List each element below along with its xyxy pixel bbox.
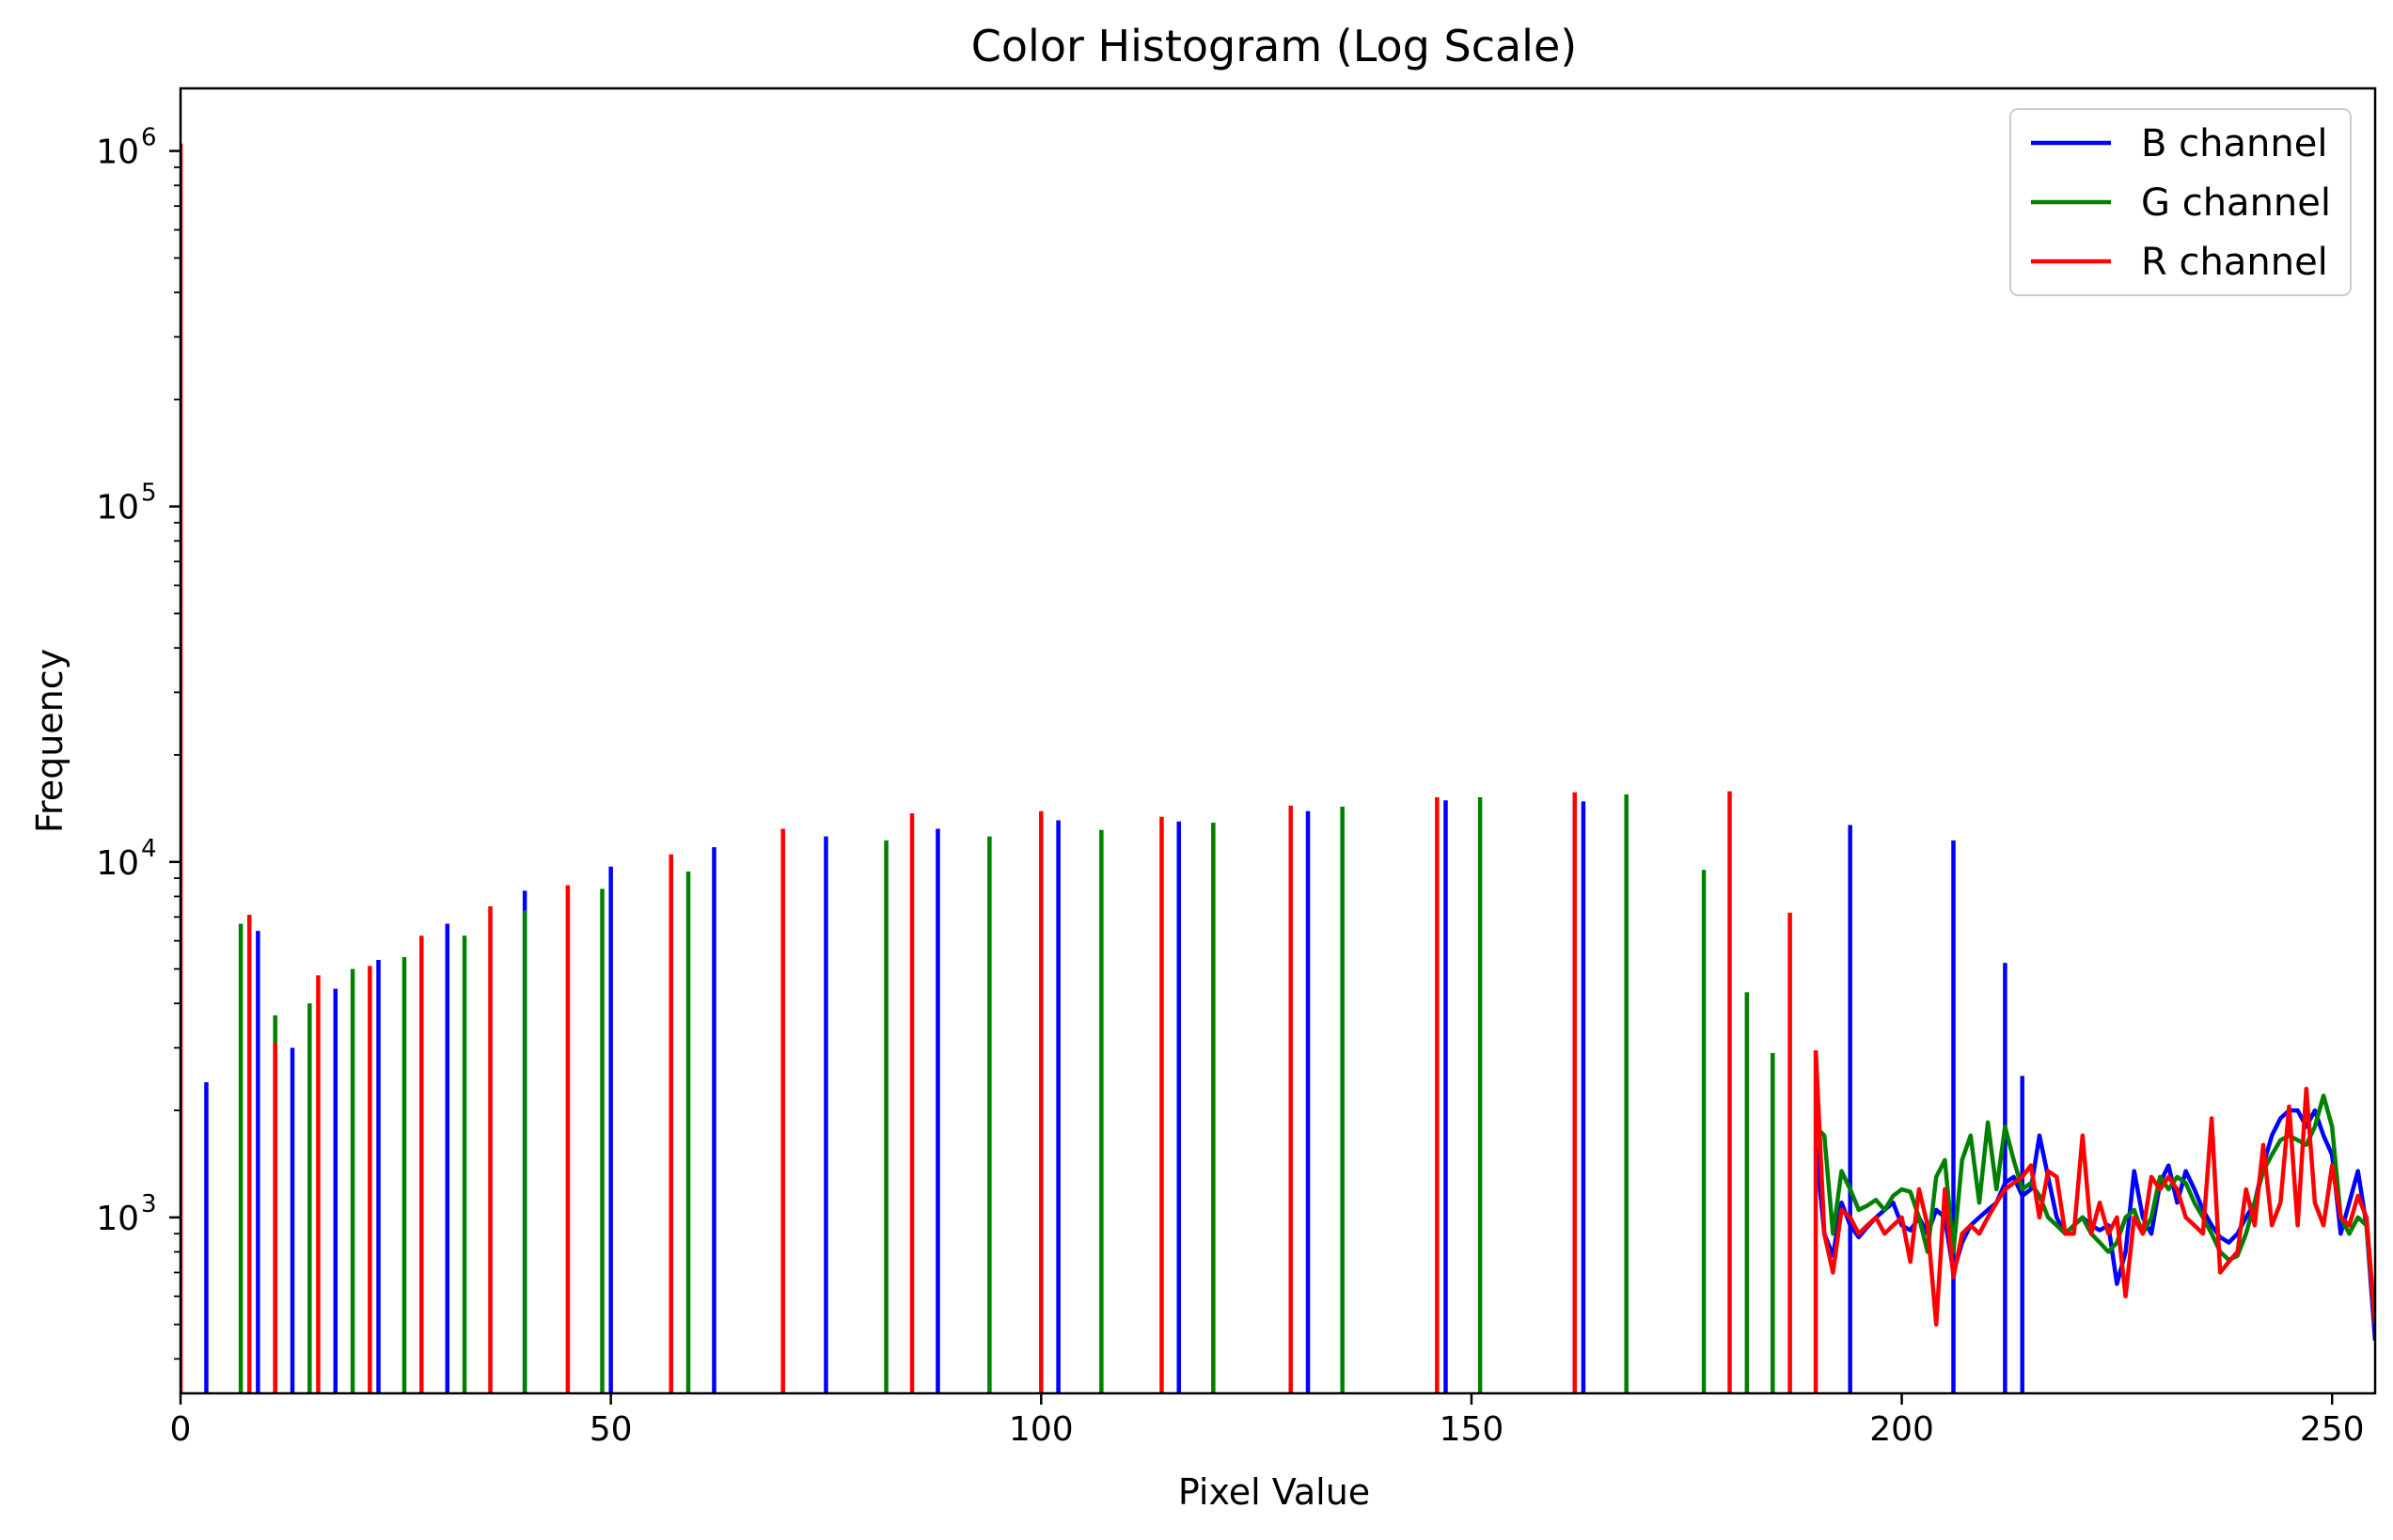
y-tick-label-exponent: 4: [141, 835, 157, 863]
series-line: [1813, 1050, 2375, 1327]
legend-label: R channel: [2141, 241, 2328, 284]
x-axis-label: Pixel Value: [1178, 1471, 1370, 1513]
series-line: [1814, 1093, 2375, 1325]
x-tick-label: 150: [1440, 1410, 1504, 1449]
y-tick-label: 10: [96, 844, 139, 883]
legend-label: G channel: [2141, 181, 2331, 225]
legend: B channel G channel R channel: [2009, 108, 2352, 296]
plot-frame: [179, 86, 2377, 1395]
x-axis: 0 50 100 150 200 250: [170, 1393, 2365, 1449]
legend-label: B channel: [2141, 122, 2327, 165]
legend-box: [2009, 108, 2352, 296]
series-r-channel: [181, 143, 2375, 1393]
x-tick-label: 200: [1869, 1410, 1934, 1449]
chart-title: Color Histogram (Log Scale): [971, 21, 1577, 71]
y-tick-label: 10: [96, 134, 139, 172]
y-tick-label-exponent: 6: [141, 124, 157, 152]
series-b-channel: [204, 800, 2375, 1393]
series-g-channel: [238, 794, 2375, 1393]
series-line: [1813, 1108, 2375, 1342]
x-tick-label: 50: [590, 1410, 633, 1449]
y-tick-label: 10: [96, 489, 139, 527]
y-axis-label: Frequency: [29, 649, 71, 833]
y-tick-label-exponent: 5: [141, 479, 157, 508]
y-tick-label-exponent: 3: [141, 1190, 157, 1218]
x-tick-label: 100: [1009, 1410, 1074, 1449]
x-tick-label: 0: [170, 1410, 192, 1449]
x-tick-label: 250: [2300, 1410, 2365, 1449]
series-layer: [181, 143, 2375, 1393]
y-tick-label: 10: [96, 1200, 139, 1238]
